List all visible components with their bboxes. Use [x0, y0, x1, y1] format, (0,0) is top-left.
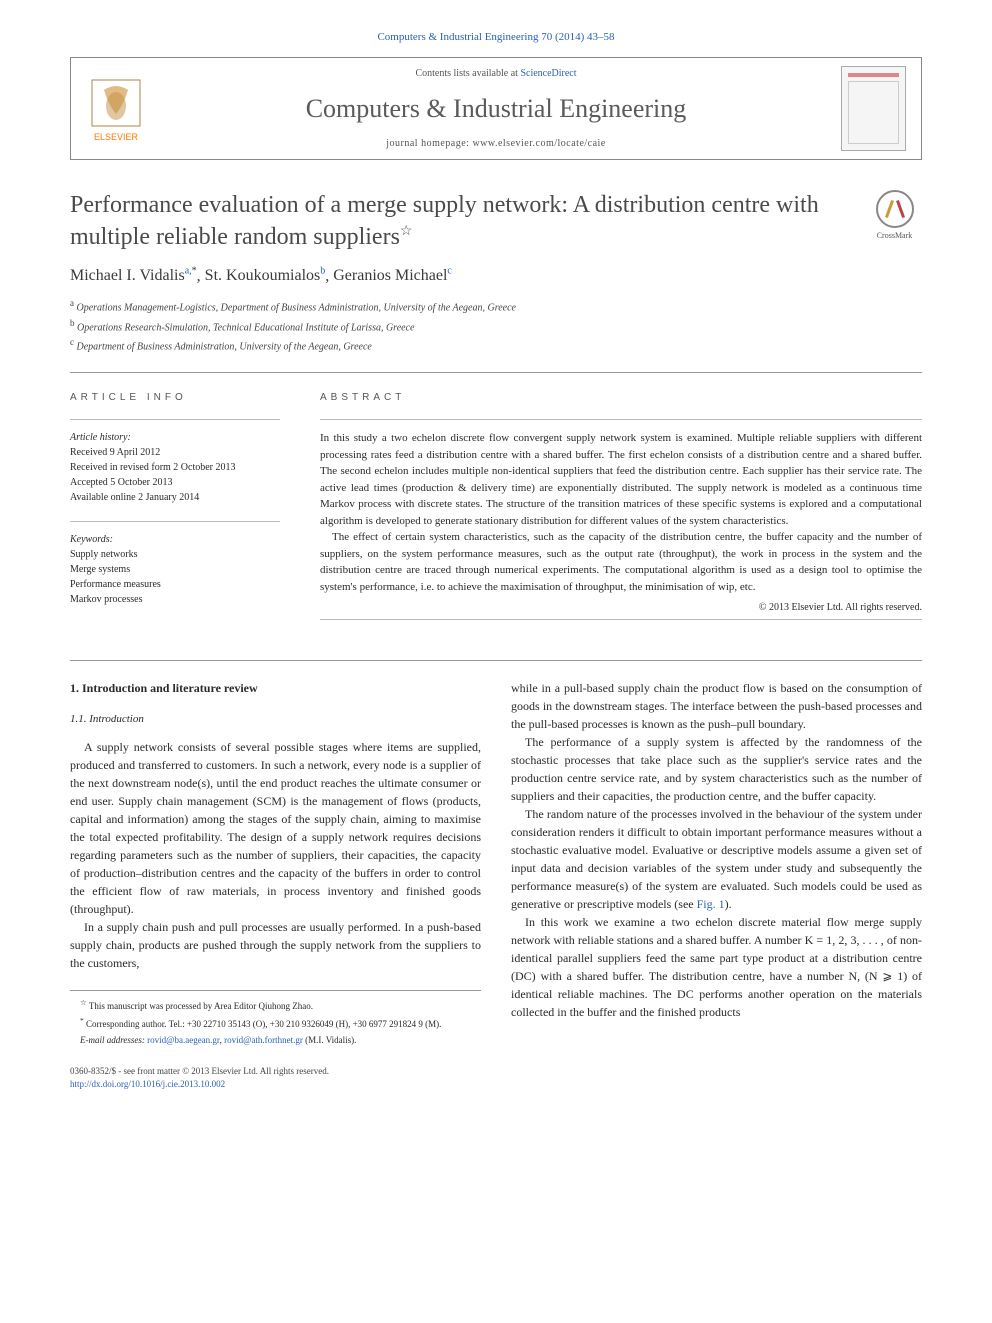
citation-line: Computers & Industrial Engineering 70 (2…: [70, 30, 922, 45]
keyword: Performance measures: [70, 577, 280, 592]
elsevier-logo: ELSEVIER: [86, 74, 146, 144]
history-label: Article history:: [70, 430, 280, 445]
crossmark-label: CrossMark: [867, 230, 922, 241]
info-divider: [320, 619, 922, 620]
left-column: 1. Introduction and literature review 1.…: [70, 679, 481, 1049]
history-item: Accepted 5 October 2013: [70, 475, 280, 490]
keyword: Markov processes: [70, 592, 280, 607]
keyword: Merge systems: [70, 562, 280, 577]
author-list: Michael I. Vidalisa,*, St. Koukoumialosb…: [70, 265, 922, 288]
divider: [70, 372, 922, 373]
history-item: Received in revised form 2 October 2013: [70, 460, 280, 475]
body-columns: 1. Introduction and literature review 1.…: [70, 679, 922, 1049]
keyword: Supply networks: [70, 547, 280, 562]
contents-list-text: Contents lists available at ScienceDirec…: [166, 67, 826, 81]
email-link[interactable]: rovid@ba.aegean.gr: [147, 1035, 219, 1045]
body-paragraph: In a supply chain push and pull processe…: [70, 918, 481, 972]
article-title: Performance evaluation of a merge supply…: [70, 190, 847, 252]
section-heading: 1. Introduction and literature review: [70, 679, 481, 697]
email-link[interactable]: rovid@ath.forthnet.gr: [224, 1035, 303, 1045]
footnote-area-editor: ☆ This manuscript was processed by Area …: [70, 997, 481, 1014]
history-item: Available online 2 January 2014: [70, 490, 280, 505]
info-divider: [70, 419, 280, 420]
keywords-label: Keywords:: [70, 532, 280, 547]
article-info-panel: ARTICLE INFO Article history: Received 9…: [70, 391, 280, 630]
abstract-copyright: © 2013 Elsevier Ltd. All rights reserved…: [320, 601, 922, 615]
figure-reference-link[interactable]: Fig. 1: [697, 897, 725, 911]
doi-link[interactable]: http://dx.doi.org/10.1016/j.cie.2013.10.…: [70, 1079, 225, 1089]
journal-cover-thumb: [841, 66, 906, 151]
journal-homepage: journal homepage: www.elsevier.com/locat…: [166, 137, 826, 151]
journal-name: Computers & Industrial Engineering: [166, 91, 826, 127]
footnote-corresponding: * Corresponding author. Tel.: +30 22710 …: [70, 1015, 481, 1032]
doi-line: http://dx.doi.org/10.1016/j.cie.2013.10.…: [70, 1078, 922, 1091]
info-divider: [70, 521, 280, 522]
info-divider: [320, 419, 922, 420]
body-paragraph: while in a pull-based supply chain the p…: [511, 679, 922, 733]
abstract-panel: ABSTRACT In this study a two echelon dis…: [320, 391, 922, 630]
author: Geranios Michaelc: [333, 267, 452, 284]
affiliations: a Operations Management-Logistics, Depar…: [70, 297, 922, 354]
body-paragraph: The random nature of the processes invol…: [511, 805, 922, 913]
svg-text:ELSEVIER: ELSEVIER: [94, 132, 139, 142]
crossmark-icon: [876, 190, 914, 228]
footnote-emails: E-mail addresses: rovid@ba.aegean.gr, ro…: [70, 1034, 481, 1048]
author: Michael I. Vidalisa,*: [70, 267, 197, 284]
sciencedirect-link[interactable]: ScienceDirect: [520, 68, 576, 79]
abstract-paragraph: In this study a two echelon discrete flo…: [320, 430, 922, 529]
footnotes: ☆ This manuscript was processed by Area …: [70, 990, 481, 1048]
crossmark-badge[interactable]: CrossMark: [867, 190, 922, 245]
subsection-heading: 1.1. Introduction: [70, 711, 481, 728]
issn-line: 0360-8352/$ - see front matter © 2013 El…: [70, 1065, 922, 1078]
page-footer: 0360-8352/$ - see front matter © 2013 El…: [70, 1065, 922, 1090]
title-note-marker: ☆: [400, 224, 413, 239]
article-info-heading: ARTICLE INFO: [70, 391, 280, 405]
journal-header: ELSEVIER Contents lists available at Sci…: [70, 57, 922, 160]
abstract-heading: ABSTRACT: [320, 391, 922, 405]
body-paragraph: In this work we examine a two echelon di…: [511, 913, 922, 1021]
divider: [70, 660, 922, 661]
abstract-paragraph: The effect of certain system characteris…: [320, 529, 922, 595]
body-paragraph: A supply network consists of several pos…: [70, 738, 481, 918]
author: St. Koukoumialosb: [205, 267, 326, 284]
body-paragraph: The performance of a supply system is af…: [511, 733, 922, 805]
history-item: Received 9 April 2012: [70, 445, 280, 460]
right-column: while in a pull-based supply chain the p…: [511, 679, 922, 1049]
